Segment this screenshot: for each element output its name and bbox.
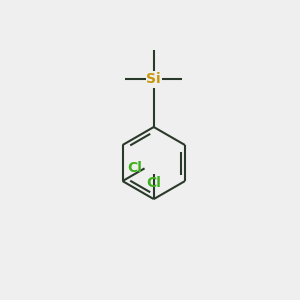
Text: Si: Si: [146, 71, 161, 85]
Text: Cl: Cl: [146, 176, 161, 190]
Text: Cl: Cl: [128, 161, 142, 176]
